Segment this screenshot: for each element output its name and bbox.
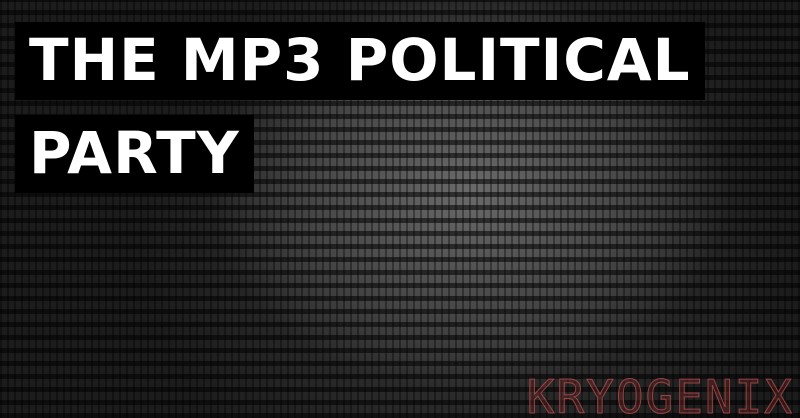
watermark: KRYOGENIX — [526, 370, 794, 418]
title-line: PARTY — [15, 115, 254, 193]
title-line: THE MP3 POLITICAL — [15, 22, 705, 100]
